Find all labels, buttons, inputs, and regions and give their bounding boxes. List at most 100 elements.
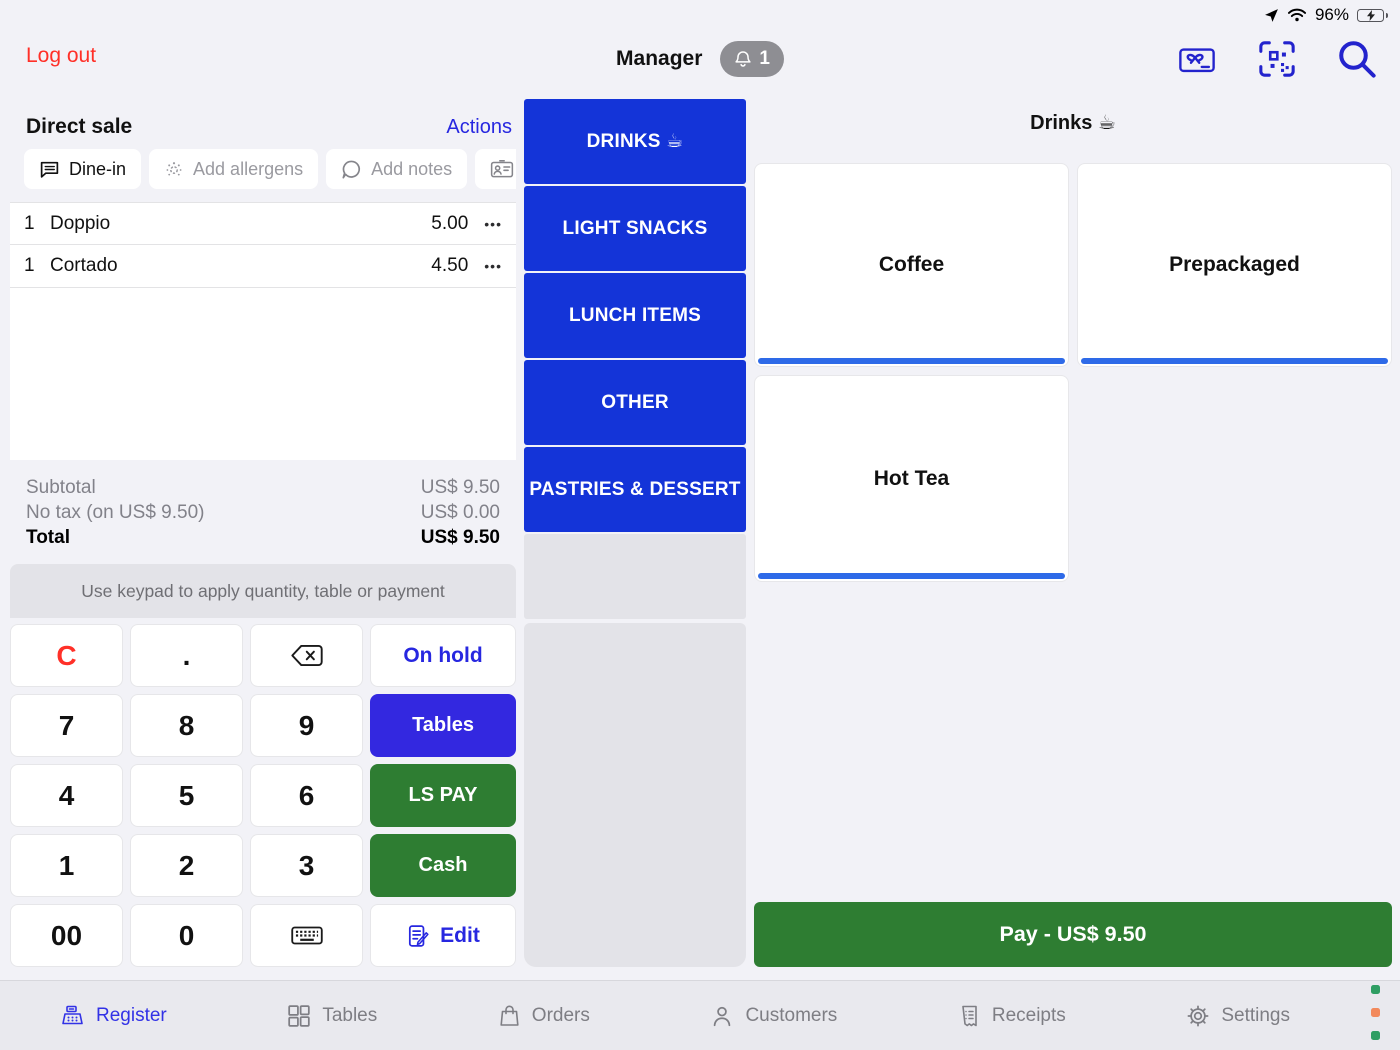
add-allergens-label: Add allergens xyxy=(193,158,304,179)
nav-receipts-label: Receipts xyxy=(991,1004,1066,1026)
register-icon xyxy=(60,1004,85,1028)
order-list: 1 Doppio 5.00 ••• 1 Cortado 4.50 ••• xyxy=(10,202,516,460)
bell-icon xyxy=(734,50,752,68)
dine-in-label: Dine-in xyxy=(69,158,127,179)
key-tables[interactable]: Tables xyxy=(370,694,516,757)
key-0[interactable]: 0 xyxy=(130,904,243,967)
key-keyboard[interactable] xyxy=(250,904,363,967)
key-on-hold[interactable]: On hold xyxy=(370,624,516,687)
order-more-button[interactable]: ••• xyxy=(484,258,502,274)
category-empty-slot xyxy=(524,534,746,619)
battery-cap xyxy=(1386,12,1388,18)
category-panel: DRINKS ☕ LIGHT SNACKS LUNCH ITEMS OTHER … xyxy=(524,99,746,967)
category-light-snacks[interactable]: LIGHT SNACKS xyxy=(524,186,746,271)
key-5[interactable]: 5 xyxy=(130,764,243,827)
key-7[interactable]: 7 xyxy=(10,694,123,757)
key-clear[interactable]: C xyxy=(10,624,123,687)
keypad-hint: Use keypad to apply quantity, table or p… xyxy=(10,564,516,618)
order-row[interactable]: 1 Cortado 4.50 ••• xyxy=(10,245,516,288)
location-arrow-icon xyxy=(1264,8,1279,23)
product-panel: Drinks ☕ Coffee Prepackaged Hot Tea Pay … xyxy=(754,99,1392,967)
order-name: Cortado xyxy=(50,255,118,276)
status-bar: 96% xyxy=(0,0,1400,28)
key-ls-pay[interactable]: LS PAY xyxy=(370,764,516,827)
order-more-button[interactable]: ••• xyxy=(484,215,502,232)
key-00[interactable]: 00 xyxy=(10,904,123,967)
top-bar: Log out Manager 1 xyxy=(0,28,1400,90)
cart-panel: Direct sale Actions Dine-in xyxy=(10,99,516,967)
add-notes-button[interactable]: Add notes xyxy=(326,149,468,189)
user-name: Manager xyxy=(616,47,703,70)
order-row[interactable]: 1 Doppio 5.00 ••• xyxy=(10,202,516,245)
bottom-nav: Register Tables Orders Customers xyxy=(0,980,1400,1050)
nav-orders-label: Orders xyxy=(531,1004,590,1026)
gift-card-button[interactable] xyxy=(1176,38,1218,80)
order-name: Doppio xyxy=(50,212,111,234)
battery-percent: 96% xyxy=(1314,5,1349,24)
product-tile-hot-tea[interactable]: Hot Tea xyxy=(754,375,1069,582)
key-9[interactable]: 9 xyxy=(250,694,363,757)
key-cash[interactable]: Cash xyxy=(370,834,516,897)
keyboard-icon xyxy=(290,925,323,946)
order-price: 4.50 xyxy=(431,255,469,276)
add-allergens-button[interactable]: Add allergens xyxy=(149,149,319,189)
order-qty: 1 xyxy=(24,255,35,276)
key-2[interactable]: 2 xyxy=(130,834,243,897)
nav-receipts[interactable]: Receipts xyxy=(958,1004,1066,1028)
edit-label: Edit xyxy=(440,923,480,947)
subtotal-value: US$ 9.50 xyxy=(420,477,500,498)
product-tile-prepackaged[interactable]: Prepackaged xyxy=(1077,163,1392,367)
edit-icon xyxy=(406,924,430,948)
gift-card-icon xyxy=(1178,43,1216,75)
key-4[interactable]: 4 xyxy=(10,764,123,827)
key-decimal[interactable]: . xyxy=(130,624,243,687)
nav-register[interactable]: Register xyxy=(60,1004,167,1028)
allergens-icon xyxy=(164,159,184,179)
order-price: 5.00 xyxy=(431,212,469,234)
total-value: US$ 9.50 xyxy=(420,527,500,548)
subtotal-label: Subtotal xyxy=(26,477,96,498)
assign-customer-icon xyxy=(490,159,514,179)
tax-label: No tax (on US$ 9.50) xyxy=(26,502,205,523)
assign-customer-button[interactable]: As xyxy=(475,149,516,189)
notification-badge[interactable]: 1 xyxy=(720,41,784,77)
order-summary: Subtotal US$ 9.50 No tax (on US$ 9.50) U… xyxy=(10,460,516,550)
notification-count: 1 xyxy=(759,48,770,69)
category-lunch-items[interactable]: LUNCH ITEMS xyxy=(524,273,746,358)
category-other[interactable]: OTHER xyxy=(524,360,746,445)
actions-link[interactable]: Actions xyxy=(446,115,512,138)
key-edit[interactable]: Edit xyxy=(370,904,516,967)
cart-title: Direct sale xyxy=(26,115,133,138)
key-3[interactable]: 3 xyxy=(250,834,363,897)
product-tile-coffee[interactable]: Coffee xyxy=(754,163,1069,367)
nav-orders[interactable]: Orders xyxy=(498,1004,590,1028)
key-8[interactable]: 8 xyxy=(130,694,243,757)
cart-buttons-row: Dine-in Add allergens xyxy=(10,149,516,189)
backspace-icon xyxy=(290,644,324,667)
search-icon xyxy=(1336,38,1378,80)
category-pastries-dessert[interactable]: PASTRIES & DESSERT xyxy=(524,447,746,532)
nav-customers[interactable]: Customers xyxy=(710,1004,837,1028)
tables-icon xyxy=(287,1004,311,1028)
nav-register-label: Register xyxy=(96,1004,167,1026)
connection-status-dots xyxy=(1371,985,1380,1040)
tax-value: US$ 0.00 xyxy=(420,502,500,523)
key-backspace[interactable] xyxy=(250,624,363,687)
pay-button[interactable]: Pay - US$ 9.50 xyxy=(754,902,1392,967)
scan-button[interactable] xyxy=(1256,38,1298,80)
key-6[interactable]: 6 xyxy=(250,764,363,827)
wifi-icon xyxy=(1287,8,1307,22)
nav-settings[interactable]: Settings xyxy=(1186,1004,1290,1028)
logout-button[interactable]: Log out xyxy=(26,44,97,67)
dine-in-icon xyxy=(39,160,60,179)
nav-tables[interactable]: Tables xyxy=(287,1004,377,1028)
search-button[interactable] xyxy=(1336,38,1378,80)
key-1[interactable]: 1 xyxy=(10,834,123,897)
customers-icon xyxy=(710,1004,734,1028)
category-drinks[interactable]: DRINKS ☕ xyxy=(524,99,746,184)
dine-in-button[interactable]: Dine-in xyxy=(24,149,142,189)
status-dot-green xyxy=(1371,985,1380,994)
battery-icon xyxy=(1357,8,1384,22)
product-grid: Coffee Prepackaged Hot Tea xyxy=(754,163,1392,582)
keypad: C . On hold 7 8 9 Tables 4 5 6 LS PAY 1 … xyxy=(10,624,516,967)
